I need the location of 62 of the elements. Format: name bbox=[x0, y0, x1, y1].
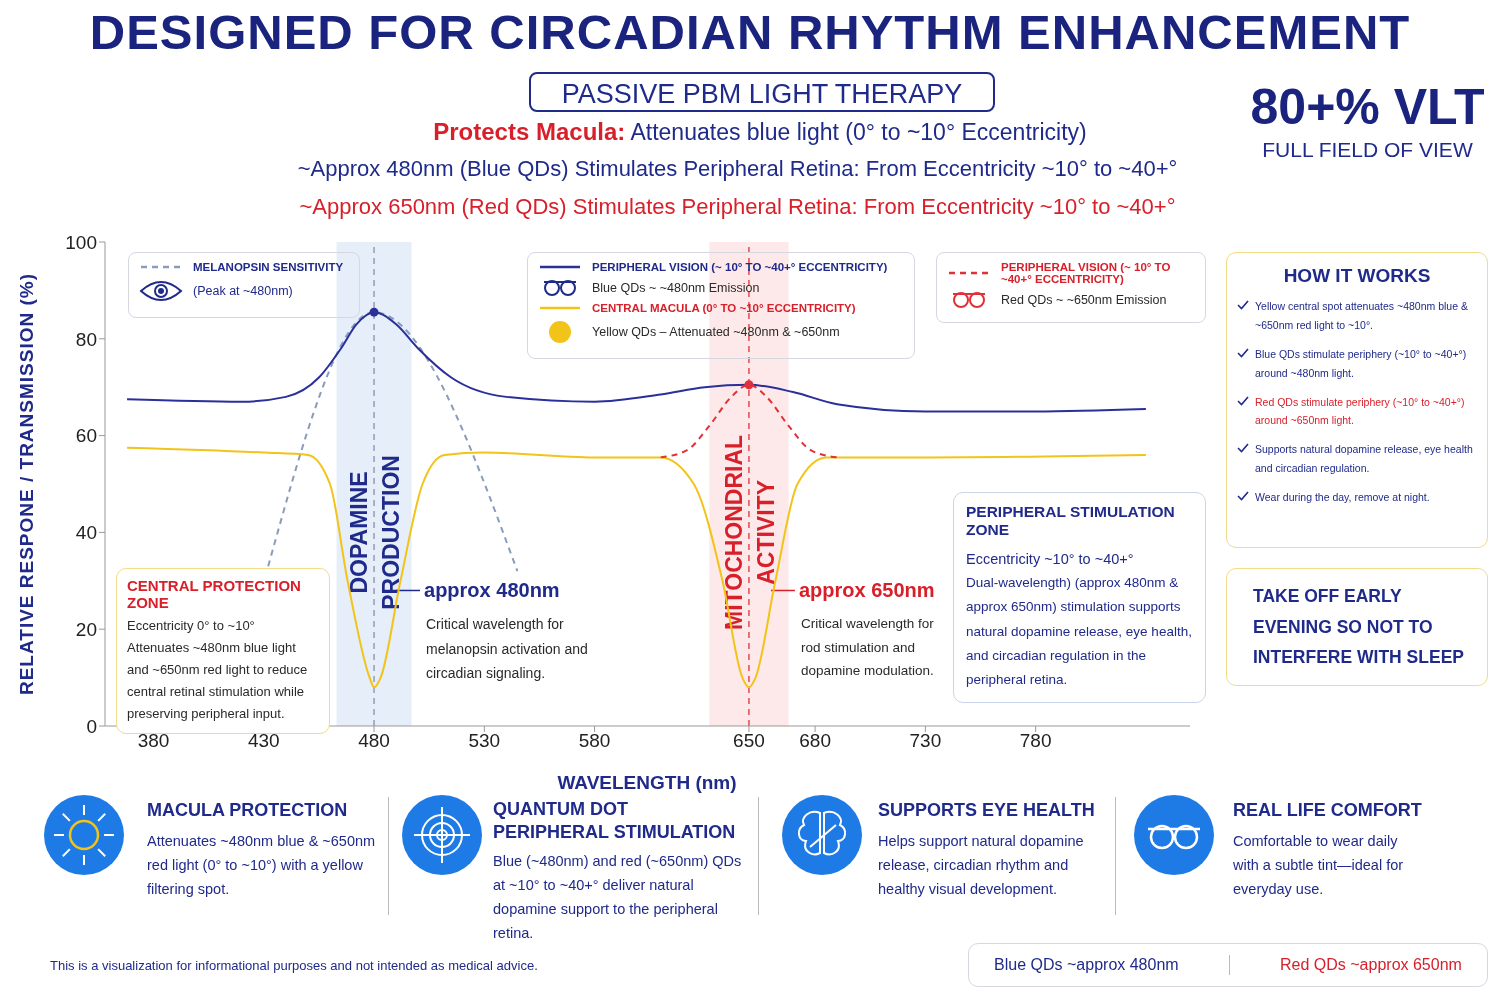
text: ~Approx 650nm (Red QDs) Stimulates Peripheral Retina: From Eccentricity ~10° to ~40+° bbox=[298, 194, 1177, 220]
x-tick-label: 730 bbox=[909, 730, 942, 752]
text: 80+% VLT bbox=[1249, 78, 1486, 136]
ref-line-label: approx 650nm bbox=[798, 579, 935, 602]
x-axis-title: WAVELENGTH (nm) bbox=[556, 771, 738, 795]
annotation: Red QDs ~ ~650nm Emission bbox=[1001, 292, 1167, 307]
text: Protects Macula: bbox=[433, 118, 626, 145]
text: This is a visualization for informational purposes and not intended as medical advice. bbox=[50, 958, 538, 973]
y-axis-title: RELATIVE RESPONE / TRANSMISSION (%) bbox=[15, 272, 37, 696]
text: Helps support natural dopamine release, circadian rhythm and healthy visual development. bbox=[878, 832, 1085, 899]
text: HOW IT WORKS bbox=[1282, 265, 1432, 287]
ref-line-label: approx 480nm bbox=[424, 579, 560, 602]
x-tick-label: 680 bbox=[799, 730, 831, 752]
legend-label: PERIPHERAL VISION (~ 10° TO ~40+° ECCENTRICITY) bbox=[592, 261, 888, 273]
text: Blue (~480nm) and red (~650nm) QDs at ~10° to ~40+° deliver natural dopamine support to the peripheral retina. bbox=[493, 852, 743, 943]
text: Yellow central spot attenuates ~480nm blue & ~650nm red light to ~10°. bbox=[1255, 299, 1469, 333]
annotation: CENTRAL PROTECTION ZONE bbox=[127, 577, 302, 611]
text: Wear during the day, remove at night. bbox=[1255, 490, 1430, 506]
chart-subtitle: PASSIVE PBM LIGHT THERAPY bbox=[529, 72, 995, 112]
text: Comfortable to wear daily with a subtle tint—ideal for everyday use. bbox=[1233, 832, 1405, 899]
y-tick-label: 40 bbox=[75, 522, 97, 544]
annotation: Critical wavelength for melanopsin activation and circadian signaling. bbox=[426, 615, 589, 683]
x-tick-label: 650 bbox=[733, 730, 765, 752]
x-tick-label: 480 bbox=[358, 730, 390, 752]
y-tick-label: 0 bbox=[86, 715, 97, 737]
x-tick-label: 530 bbox=[468, 730, 501, 752]
annotation: (Peak at ~480nm) bbox=[193, 284, 293, 298]
text: Attenuates ~480nm blue & ~650nm red light (0° to ~10°) with a yellow filtering spot. bbox=[147, 832, 377, 899]
y-tick-label: 20 bbox=[75, 618, 97, 640]
x-tick-label: 380 bbox=[137, 730, 170, 752]
y-tick-label: 60 bbox=[75, 425, 97, 447]
annotation: PERIPHERAL STIMULATION ZONE bbox=[966, 503, 1176, 539]
text: ~Approx 480nm (Blue QDs) Stimulates Peripheral Retina: From Eccentricity ~10° to ~40+° bbox=[297, 156, 1178, 181]
legend-label: PERIPHERAL VISION (~ 10° TO ~40+° ECCENTRICITY) bbox=[1001, 261, 1172, 285]
text: Red QDs stimulate periphery (~10° to ~40+°) around ~650nm light. bbox=[1255, 394, 1466, 429]
annotation: Dual-wavelength) (approx 480nm & approx 650nm) stimulation supports natural dopamine release, eye health, and circadian regulation in the peripheral retina. bbox=[966, 574, 1193, 690]
x-tick-label: 780 bbox=[1019, 730, 1052, 752]
band-label: MITOCHONDRIAL ACTIVITY bbox=[720, 434, 779, 630]
annotation: Blue QDs ~ ~480nm Emission bbox=[592, 280, 760, 295]
annotation: Yellow QDs – Attenuated ~480nm & ~650nm bbox=[592, 325, 840, 339]
y-tick-label: 100 bbox=[65, 231, 97, 253]
text: Blue QDs ~approx 480nm bbox=[994, 956, 1179, 974]
text: FULL FIELD OF VIEW bbox=[1261, 138, 1474, 162]
chart-title: DESIGNED FOR CIRCADIAN RHYTHM ENHANCEMENT bbox=[88, 4, 1412, 60]
x-tick-label: 430 bbox=[247, 730, 280, 752]
text: QUANTUM DOT PERIPHERAL STIMULATION bbox=[493, 798, 737, 845]
annotation: Critical wavelength for rod stimulation and dopamine modulation. bbox=[801, 615, 935, 681]
y-tick-label: 80 bbox=[75, 328, 97, 350]
text: SUPPORTS EYE HEALTH bbox=[878, 800, 1095, 821]
text: Attenuates blue light (0° to ~10° Eccentricity) bbox=[630, 119, 1087, 145]
text: TAKE OFF EARLY EVENING SO NOT TO INTERFERE WITH SLEEP bbox=[1226, 568, 1488, 686]
legend-label: CENTRAL MACULA (0° TO ~10° ECCENTRICITY) bbox=[592, 302, 856, 314]
text: MACULA PROTECTION bbox=[147, 800, 348, 821]
annotation: Eccentricity ~10° to ~40+° bbox=[966, 551, 1135, 567]
text: Red QDs ~approx 650nm bbox=[1280, 956, 1462, 974]
x-tick-label: 580 bbox=[578, 730, 611, 752]
text: Supports natural dopamine release, eye health and circadian regulation. bbox=[1255, 442, 1474, 477]
text: Blue QDs stimulate periphery (~10° to ~40+°) around ~480nm light. bbox=[1255, 346, 1468, 381]
text: REAL LIFE COMFORT bbox=[1233, 800, 1422, 821]
annotation: Eccentricity 0° to ~10° Attenuates ~480nm blue light and ~650nm red light to reduce central retinal stimulation while preserving peripheral input. bbox=[127, 617, 309, 724]
band-label: DOPAMINE PRODUCTION bbox=[346, 455, 405, 610]
legend-label: MELANOPSIN SENSITIVITY bbox=[193, 261, 344, 273]
